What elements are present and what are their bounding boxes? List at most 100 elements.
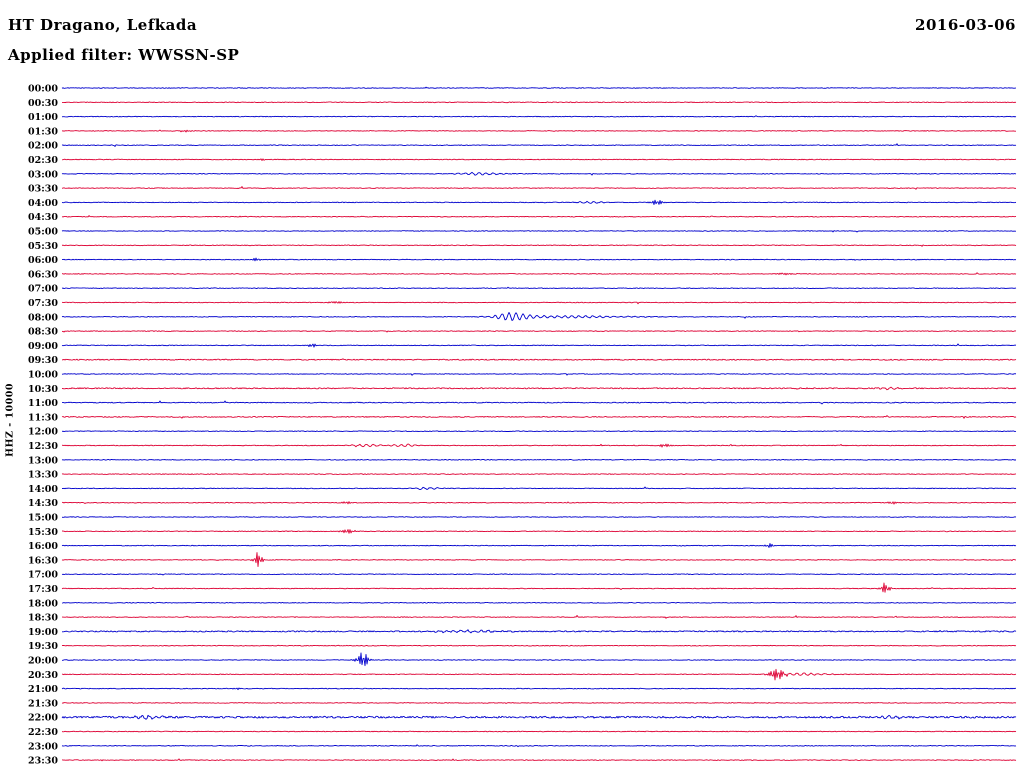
time-label-12:30: 12:30 bbox=[28, 441, 58, 452]
time-label-23:00: 23:00 bbox=[28, 741, 58, 752]
trace-row-04:30 bbox=[61, 215, 1017, 218]
time-label-20:30: 20:30 bbox=[28, 670, 58, 681]
trace-row-06:30 bbox=[61, 272, 1017, 276]
time-label-19:00: 19:00 bbox=[28, 627, 58, 638]
time-label-15:00: 15:00 bbox=[28, 513, 58, 524]
time-label-14:00: 14:00 bbox=[28, 484, 58, 495]
date-label: 2016-03-06 bbox=[915, 16, 1016, 34]
trace-row-10:30 bbox=[61, 386, 1017, 391]
trace-row-23:30 bbox=[62, 758, 1017, 762]
trace-row-19:00 bbox=[61, 629, 1017, 634]
time-label-10:30: 10:30 bbox=[28, 384, 58, 395]
time-label-02:30: 02:30 bbox=[28, 155, 58, 166]
trace-row-16:30 bbox=[61, 552, 1017, 567]
time-label-17:00: 17:00 bbox=[28, 570, 58, 581]
trace-row-03:30 bbox=[61, 186, 1017, 190]
time-label-13:00: 13:00 bbox=[28, 455, 58, 466]
time-label-02:00: 02:00 bbox=[28, 141, 58, 152]
trace-row-09:30 bbox=[61, 358, 1017, 361]
trace-row-10:00 bbox=[61, 373, 1017, 376]
trace-row-22:30 bbox=[61, 730, 1017, 733]
trace-row-00:30 bbox=[61, 101, 1017, 104]
time-label-17:30: 17:30 bbox=[28, 584, 58, 595]
time-label-05:30: 05:30 bbox=[28, 241, 58, 252]
time-label-08:00: 08:00 bbox=[28, 312, 58, 323]
time-label-04:00: 04:00 bbox=[28, 198, 58, 209]
trace-row-11:30 bbox=[61, 415, 1017, 419]
trace-row-21:30 bbox=[61, 701, 1017, 704]
time-label-08:30: 08:30 bbox=[28, 327, 58, 338]
time-label-11:00: 11:00 bbox=[28, 398, 58, 409]
trace-row-03:00 bbox=[61, 171, 1017, 176]
trace-row-08:00 bbox=[61, 311, 1017, 321]
trace-row-01:30 bbox=[61, 129, 1017, 133]
trace-row-14:00 bbox=[61, 486, 1017, 491]
time-label-04:30: 04:30 bbox=[28, 212, 58, 223]
trace-row-09:00 bbox=[61, 343, 1017, 348]
time-label-00:00: 00:00 bbox=[28, 84, 58, 95]
time-label-03:30: 03:30 bbox=[28, 184, 58, 195]
time-label-21:30: 21:30 bbox=[28, 698, 58, 709]
trace-row-02:00 bbox=[61, 143, 1017, 147]
trace-row-00:00 bbox=[61, 86, 1017, 89]
trace-row-18:00 bbox=[61, 601, 1017, 604]
time-label-19:30: 19:30 bbox=[28, 641, 58, 652]
time-label-12:00: 12:00 bbox=[28, 427, 58, 438]
station-title: HT Dragano, Lefkada bbox=[8, 16, 198, 34]
time-label-16:30: 16:30 bbox=[28, 555, 58, 566]
time-label-11:30: 11:30 bbox=[28, 412, 58, 423]
time-label-20:00: 20:00 bbox=[28, 656, 58, 667]
time-label-14:30: 14:30 bbox=[28, 498, 58, 509]
trace-row-06:00 bbox=[61, 257, 1017, 262]
time-label-06:00: 06:00 bbox=[28, 255, 58, 266]
filter-label: Applied filter: WWSSN-SP bbox=[8, 46, 240, 64]
trace-row-20:30 bbox=[61, 668, 1017, 681]
trace-row-16:00 bbox=[61, 543, 1017, 548]
trace-row-22:00 bbox=[61, 714, 1017, 720]
trace-row-07:00 bbox=[61, 286, 1017, 289]
time-label-23:30: 23:30 bbox=[28, 756, 58, 767]
trace-row-15:30 bbox=[61, 529, 1016, 534]
time-label-07:30: 07:30 bbox=[28, 298, 58, 309]
time-label-05:00: 05:00 bbox=[28, 227, 58, 238]
trace-row-17:30 bbox=[61, 582, 1017, 593]
time-label-09:30: 09:30 bbox=[28, 355, 58, 366]
trace-row-07:30 bbox=[61, 301, 1017, 305]
trace-row-19:30 bbox=[61, 644, 1017, 647]
trace-row-13:30 bbox=[61, 473, 1017, 475]
trace-row-20:00 bbox=[62, 652, 1017, 667]
time-label-03:00: 03:00 bbox=[28, 169, 58, 180]
trace-row-21:00 bbox=[61, 687, 1017, 691]
trace-row-05:00 bbox=[61, 230, 1017, 233]
trace-row-13:00 bbox=[61, 459, 1017, 461]
time-label-18:00: 18:00 bbox=[28, 598, 58, 609]
trace-row-05:30 bbox=[61, 244, 1017, 247]
trace-row-23:00 bbox=[61, 744, 1017, 748]
time-label-10:00: 10:00 bbox=[28, 370, 58, 381]
trace-row-01:00 bbox=[61, 115, 1017, 118]
time-label-00:30: 00:30 bbox=[28, 98, 58, 109]
trace-row-14:30 bbox=[61, 501, 1017, 505]
trace-row-11:00 bbox=[61, 400, 1017, 405]
time-label-18:30: 18:30 bbox=[28, 613, 58, 624]
trace-row-04:00 bbox=[61, 199, 1017, 206]
trace-row-02:30 bbox=[61, 158, 1017, 161]
time-label-15:30: 15:30 bbox=[28, 527, 58, 538]
time-label-16:00: 16:00 bbox=[28, 541, 58, 552]
time-label-22:00: 22:00 bbox=[28, 713, 58, 724]
time-label-09:00: 09:00 bbox=[28, 341, 58, 352]
trace-row-15:00 bbox=[61, 516, 1017, 518]
trace-row-12:00 bbox=[61, 430, 1017, 432]
time-label-21:00: 21:00 bbox=[28, 684, 58, 695]
time-label-22:30: 22:30 bbox=[28, 727, 58, 738]
time-label-13:30: 13:30 bbox=[28, 470, 58, 481]
trace-row-08:30 bbox=[61, 330, 1017, 333]
trace-row-12:30 bbox=[61, 443, 1017, 448]
trace-row-18:30 bbox=[61, 614, 1017, 619]
trace-row-17:00 bbox=[61, 573, 1017, 576]
time-label-01:30: 01:30 bbox=[28, 126, 58, 137]
time-label-01:00: 01:00 bbox=[28, 112, 58, 123]
time-label-06:30: 06:30 bbox=[28, 269, 58, 280]
